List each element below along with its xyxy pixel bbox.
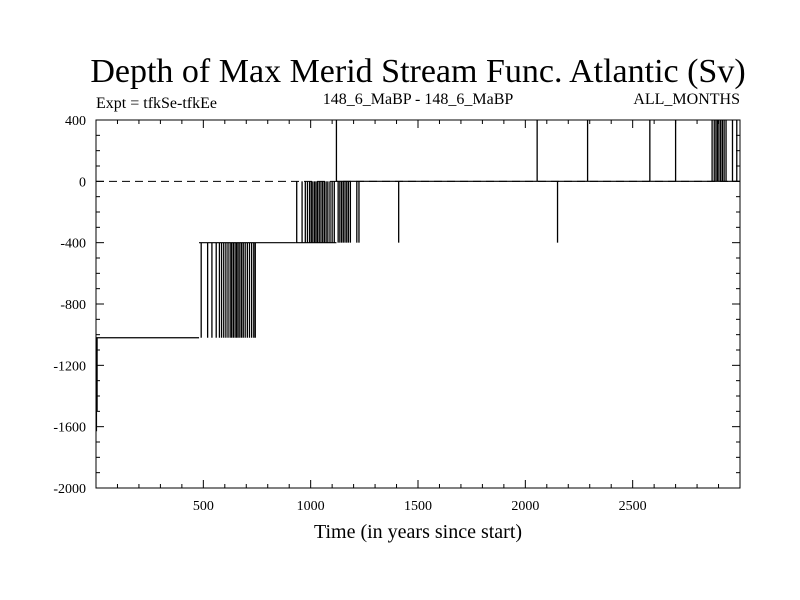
y-tick-label: -2000 <box>53 482 86 497</box>
x-tick-label: 1500 <box>404 499 432 514</box>
chart-title: Depth of Max Merid Stream Func. Atlantic… <box>90 53 745 90</box>
run-label: 148_6_MaBP - 148_6_MaBP <box>323 91 514 108</box>
experiment-label: Expt = tfkSe-tfkEe <box>96 95 217 112</box>
x-tick-label: 2000 <box>511 499 539 514</box>
x-tick-label: 2500 <box>619 499 647 514</box>
months-label: ALL_MONTHS <box>633 91 740 108</box>
y-tick-label: -400 <box>60 237 86 252</box>
y-tick-label: 0 <box>79 175 86 190</box>
y-tick-label: -800 <box>60 298 86 313</box>
x-tick-label: 1000 <box>297 499 325 514</box>
y-tick-label: 400 <box>65 114 86 129</box>
x-tick-label: 500 <box>193 499 214 514</box>
plot-frame <box>95 119 741 489</box>
axis-ticks: 500 1000 1500 2000 2500 400 0 -400 -800 -1200 -160… <box>53 114 740 514</box>
x-axis-title: Time (in years since start) <box>314 521 522 543</box>
plot-area <box>95 120 740 432</box>
y-tick-label: -1600 <box>53 421 86 436</box>
y-tick-label: -1200 <box>53 359 86 374</box>
